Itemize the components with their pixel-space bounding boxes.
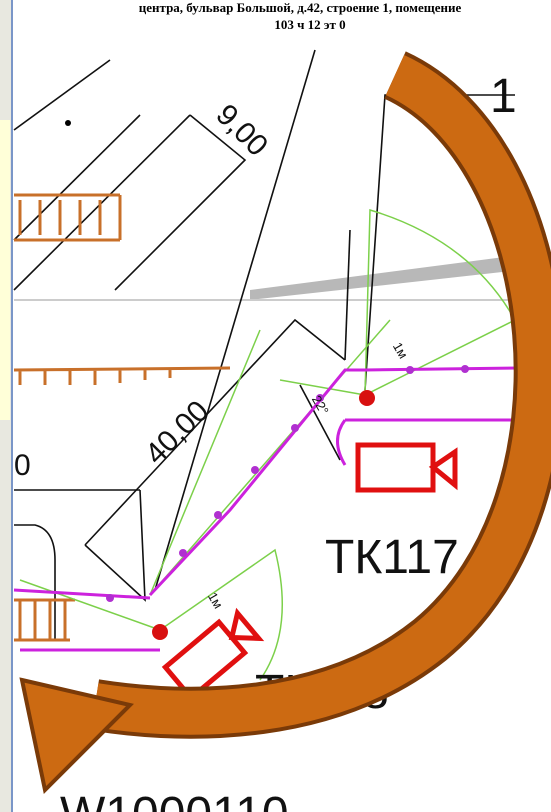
road-band — [14, 255, 551, 300]
edge-label: 0 — [14, 449, 31, 482]
page: центра, бульвар Большой, д.42, строение … — [0, 0, 551, 812]
cad-lines-part — [85, 490, 145, 600]
edge-label: 1 — [490, 70, 517, 123]
cable-nodes-part — [214, 511, 222, 519]
orange-arrow-part — [95, 75, 540, 713]
angle-label: 22° — [309, 393, 332, 418]
orange-arrow — [22, 75, 540, 790]
road-band-part — [250, 255, 520, 300]
camera-icons-part — [433, 452, 455, 485]
code-label: W1000110 — [60, 788, 289, 812]
cable-nodes-part — [461, 365, 469, 373]
hatching-part — [14, 368, 230, 385]
address-line: центра, бульвар Большой, д.42, строение … — [139, 0, 462, 15]
camera-sectors-part — [20, 550, 282, 680]
distance-label: 1м — [390, 340, 411, 362]
cad-lines-part — [85, 320, 345, 545]
cable-nodes-part — [251, 466, 259, 474]
cable-nodes-part — [406, 366, 414, 374]
cad-lines-part — [115, 115, 245, 290]
camera-points-part — [152, 624, 168, 640]
camera-icons-part — [358, 445, 433, 490]
cable-nodes-part — [291, 424, 299, 432]
hatching-part — [14, 195, 120, 240]
dimension-label: 9,00 — [209, 98, 274, 163]
side-panel — [0, 0, 12, 812]
dimension-label: 40,00 — [139, 394, 215, 470]
cad-lines-part — [14, 60, 110, 130]
map-view: центра, бульвар Большой, д.42, строение … — [0, 0, 551, 812]
chamber-label: ТК117 — [325, 531, 459, 584]
camera-points-part — [359, 390, 375, 406]
side-panel-part — [0, 120, 10, 420]
address-line: 103 ч 12 эт 0 — [274, 17, 345, 32]
cad-lines-part — [345, 230, 350, 360]
cable-nodes-part — [179, 549, 187, 557]
camera-points-part — [65, 120, 71, 126]
distance-label: 1м — [205, 590, 226, 612]
hatching-part — [14, 600, 75, 640]
cable-nodes-part — [106, 594, 114, 602]
